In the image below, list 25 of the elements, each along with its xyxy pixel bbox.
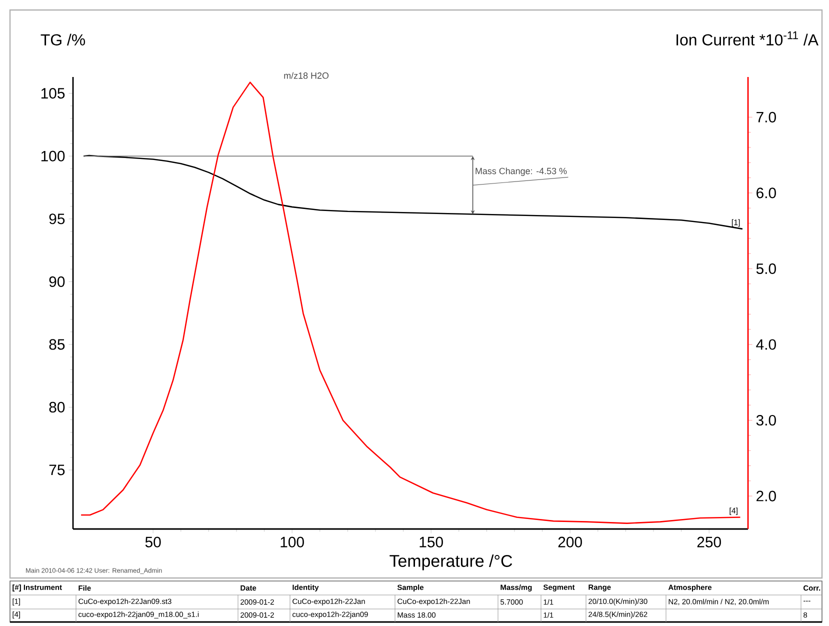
y2-tick-label: 3.0 xyxy=(756,414,776,426)
x-tick-label: 100 xyxy=(280,536,304,548)
line-series xyxy=(82,154,744,230)
y-axis-title: TG /% xyxy=(40,34,86,46)
y2-tick-label: 2.0 xyxy=(756,490,776,502)
y-tick-label: 105 xyxy=(41,88,65,99)
x-tick-label: 50 xyxy=(145,536,161,548)
text: m/z18 H2O xyxy=(284,72,329,79)
y-tick-label: 80 xyxy=(49,402,65,412)
x-tick-label: 200 xyxy=(558,536,582,548)
y-tick-label: 75 xyxy=(49,464,65,476)
line-series xyxy=(80,82,741,524)
x-tick-label: 150 xyxy=(420,536,443,548)
y2-tick-label: 5.0 xyxy=(756,263,776,274)
x-axis-title: Temperature /°C xyxy=(390,554,512,570)
y2-tick-label: 4.0 xyxy=(756,339,776,350)
annotation: Mass Change: -4.53 % xyxy=(476,168,567,176)
y2-axis-title: Ion Current *10$^{-11}$ /A xyxy=(676,31,818,46)
y-tick-label: 85 xyxy=(49,339,65,350)
y-tick-label: 100 xyxy=(41,150,65,162)
y2-tick-label: 7.0 xyxy=(756,112,776,122)
y-tick-label: 95 xyxy=(49,214,65,224)
y2-tick-label: 6.0 xyxy=(756,188,776,198)
y-tick-label: 90 xyxy=(49,276,65,287)
x-tick-label: 250 xyxy=(697,536,721,548)
